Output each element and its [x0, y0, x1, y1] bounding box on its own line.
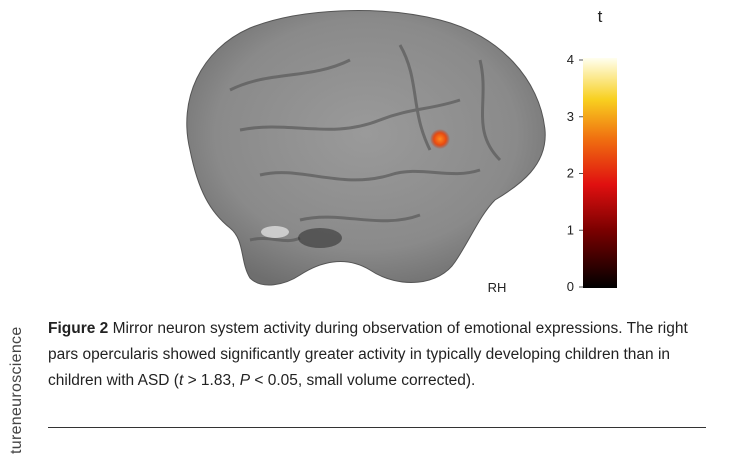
colorbar-tick-label: 3: [567, 109, 574, 124]
colorbar-tick-label: 2: [567, 166, 574, 181]
hemisphere-label: RH: [488, 280, 507, 295]
journal-side-text: tureneuroscience: [8, 326, 26, 454]
page: t RH 0 1 2 3 4 tureneuroscience Figure 2 Mir…: [0, 0, 736, 454]
caption-text: > 1.83,: [183, 372, 239, 389]
figure-caption: Figure 2 Mirror neuron system activity d…: [48, 316, 688, 394]
activation-spot: [430, 129, 450, 149]
caption-label: Figure 2: [48, 320, 108, 337]
caption-rule: [48, 427, 706, 428]
colorbar-label: t: [598, 7, 603, 26]
dark-region: [298, 228, 342, 248]
caption-text: < 0.05, small volume corrected).: [250, 372, 475, 389]
bright-region: [261, 226, 289, 238]
colorbar-tick-label: 0: [567, 279, 574, 294]
caption-symbol: P: [240, 372, 250, 389]
colorbar-tick-label: 4: [567, 52, 574, 67]
colorbar-tick-label: 1: [567, 222, 574, 237]
colorbar: [583, 58, 617, 288]
